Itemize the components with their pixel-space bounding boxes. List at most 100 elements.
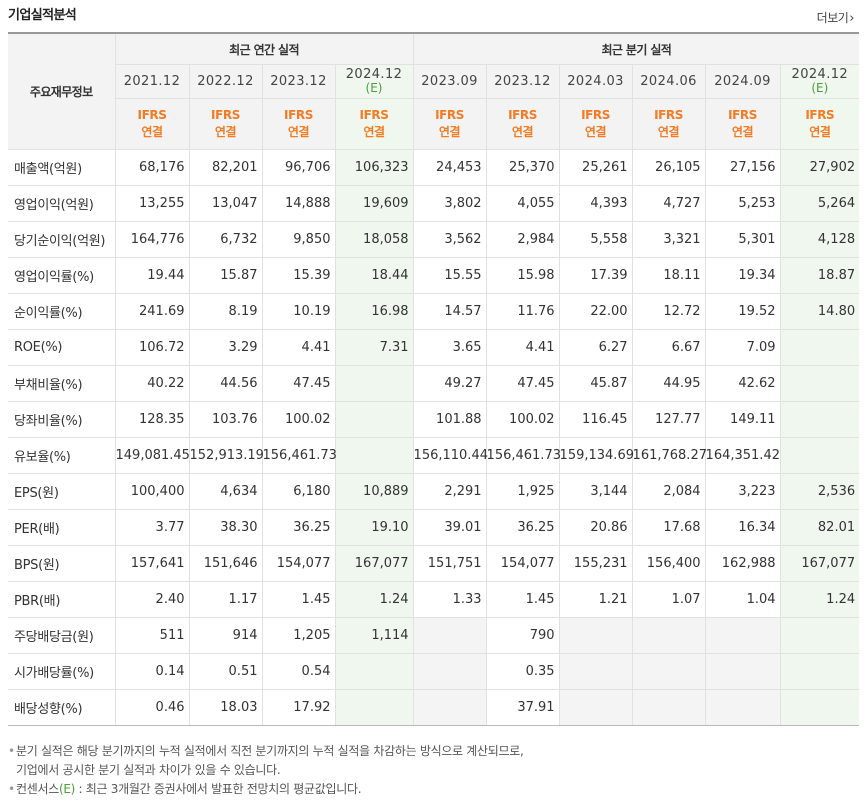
table-cell: 156,461.73 (485, 437, 561, 474)
table-cell: 161,768.27 (631, 437, 707, 474)
table-cell: 25,261 (558, 149, 633, 186)
table-cell: 167,077 (334, 545, 414, 582)
table-cell: 156,461.73 (261, 437, 337, 474)
table-cell: 149.11 (704, 401, 781, 438)
table-cell: 1.24 (779, 581, 860, 618)
consolidation-basis: 연결 (287, 125, 310, 139)
table-cell: 106,323 (334, 149, 414, 186)
table-cell (779, 617, 860, 654)
table-row: PER(배) 3.77 38.30 36.25 19.10 39.01 36.25 20.86… (8, 509, 860, 546)
table-cell: 22.00 (558, 293, 633, 330)
basis-header: IFRS 연결 (188, 98, 263, 150)
table-cell: 39.01 (412, 509, 487, 546)
table-row: 부채비율(%) 40.22 44.56 47.45 49.27 47.45 45.87 44.… (8, 365, 860, 402)
table-cell: 17.39 (558, 257, 633, 294)
table-cell: 38.30 (188, 509, 263, 546)
table-cell: 6.67 (631, 329, 706, 366)
consolidation-basis: 연결 (657, 125, 680, 139)
table-cell: 15.55 (412, 257, 487, 294)
quarterly-group-header: 최근 분기 실적 (412, 32, 860, 65)
table-cell: 3.29 (188, 329, 263, 366)
table-cell (631, 617, 706, 654)
table-cell (412, 617, 487, 654)
table-cell (779, 365, 860, 402)
table-cell: 12.72 (631, 293, 706, 330)
table-cell: 3,321 (631, 221, 706, 258)
table-row: 당기순이익(억원) 164,776 6,732 9,850 18,058 3,562 2,9… (8, 221, 860, 258)
table-cell: 37.91 (485, 689, 560, 726)
table-cell: 6,732 (188, 221, 263, 258)
period-label: 2024.03 (567, 73, 624, 89)
table-cell (334, 689, 414, 726)
footnote-quarterly: • 분기 실적은 해당 분기까지의 누적 실적에서 직전 분기까지의 누적 실적… (8, 742, 859, 780)
more-link-label[interactable]: 더보기 (816, 11, 849, 25)
period-label: 2024.06 (640, 73, 697, 89)
period-label: 2023.12 (494, 73, 551, 89)
table-cell: 24,453 (412, 149, 487, 186)
table-cell: 1,205 (261, 617, 336, 654)
table-cell: 100,400 (114, 473, 190, 510)
table-cell: 128.35 (114, 401, 190, 438)
table-row: ROE(%) 106.72 3.29 4.41 7.31 3.65 4.41 6.27 6.67… (8, 329, 860, 366)
period-label: 2021.12 (123, 73, 181, 89)
table-cell (631, 689, 706, 726)
consolidation-basis: 연결 (214, 125, 237, 139)
row-label: 당기순이익(억원) (8, 221, 116, 258)
table-cell: 151,646 (188, 545, 263, 582)
table-cell: 14.57 (412, 293, 487, 330)
table-cell: 4,055 (485, 185, 560, 222)
table-cell: 0.54 (261, 653, 336, 690)
table-cell: 15.39 (261, 257, 336, 294)
table-cell: 44.56 (188, 365, 263, 402)
table-cell (412, 689, 487, 726)
row-label: 순이익률(%) (8, 293, 116, 330)
table-cell: 1.04 (704, 581, 781, 618)
table-cell: 27,902 (779, 149, 860, 186)
table-cell: 3,223 (704, 473, 781, 510)
table-cell: 20.86 (558, 509, 633, 546)
table-cell: 5,253 (704, 185, 781, 222)
basis-header: IFRS 연결 (631, 98, 706, 150)
table-cell: 4.41 (485, 329, 560, 366)
table-cell: 1,925 (485, 473, 560, 510)
basis-header-row: IFRS 연결 IFRS 연결 IFRS 연결 IFRS 연결 IFRS 연결 IFRS 연결 IFRS… (8, 98, 860, 150)
table-cell: 13,255 (114, 185, 190, 222)
row-label: EPS(원) (8, 473, 116, 510)
table-cell (631, 653, 706, 690)
table-row: 유보율(%) 149,081.45 152,913.19 156,461.73 156,… (8, 437, 860, 474)
accounting-standard: IFRS (508, 108, 538, 122)
row-label: 영업이익(억원) (8, 185, 116, 222)
table-row: 순이익률(%) 241.69 8.19 10.19 16.98 14.57 11.76 22.… (8, 293, 860, 330)
table-cell (779, 329, 860, 366)
table-row: BPS(원) 157,641 151,646 154,077 167,077 151,75… (8, 545, 860, 582)
row-label: ROE(%) (8, 329, 116, 366)
period-label: 2023.09 (421, 73, 478, 89)
table-cell: 0.46 (114, 689, 190, 726)
table-cell: 4,393 (558, 185, 633, 222)
table-cell: 27,156 (704, 149, 781, 186)
basis-header: IFRS 연결 (115, 98, 190, 150)
table-cell: 2.40 (114, 581, 190, 618)
table-cell: 101.88 (412, 401, 487, 438)
table-cell: 511 (114, 617, 190, 654)
table-cell (779, 401, 860, 438)
more-link[interactable]: 더보기› (816, 9, 855, 26)
accounting-standard: IFRS (654, 108, 684, 122)
table-row: PBR(배) 2.40 1.17 1.45 1.24 1.33 1.45 1.21 1.07 1.… (8, 581, 860, 618)
period-header: 2024.12 (E) (334, 64, 414, 99)
footnote-consensus-text: : 최근 3개월간 증권사에서 발표한 전망치의 평균값입니다. (75, 782, 362, 796)
table-cell: 7.31 (334, 329, 414, 366)
table-cell: 6.27 (558, 329, 633, 366)
table-cell (704, 617, 781, 654)
table-cell: 45.87 (558, 365, 633, 402)
table-cell: 8.19 (188, 293, 263, 330)
table-cell: 82.01 (779, 509, 860, 546)
table-cell: 18.87 (779, 257, 860, 294)
table-cell: 0.35 (485, 653, 560, 690)
table-cell: 4,634 (188, 473, 263, 510)
footnote-estimate-mark: (E) (58, 782, 76, 796)
table-cell: 96,706 (261, 149, 336, 186)
chevron-right-icon: › (849, 11, 854, 26)
table-row: EPS(원) 100,400 4,634 6,180 10,889 2,291 1,925 3… (8, 473, 860, 510)
table-cell (412, 653, 487, 690)
